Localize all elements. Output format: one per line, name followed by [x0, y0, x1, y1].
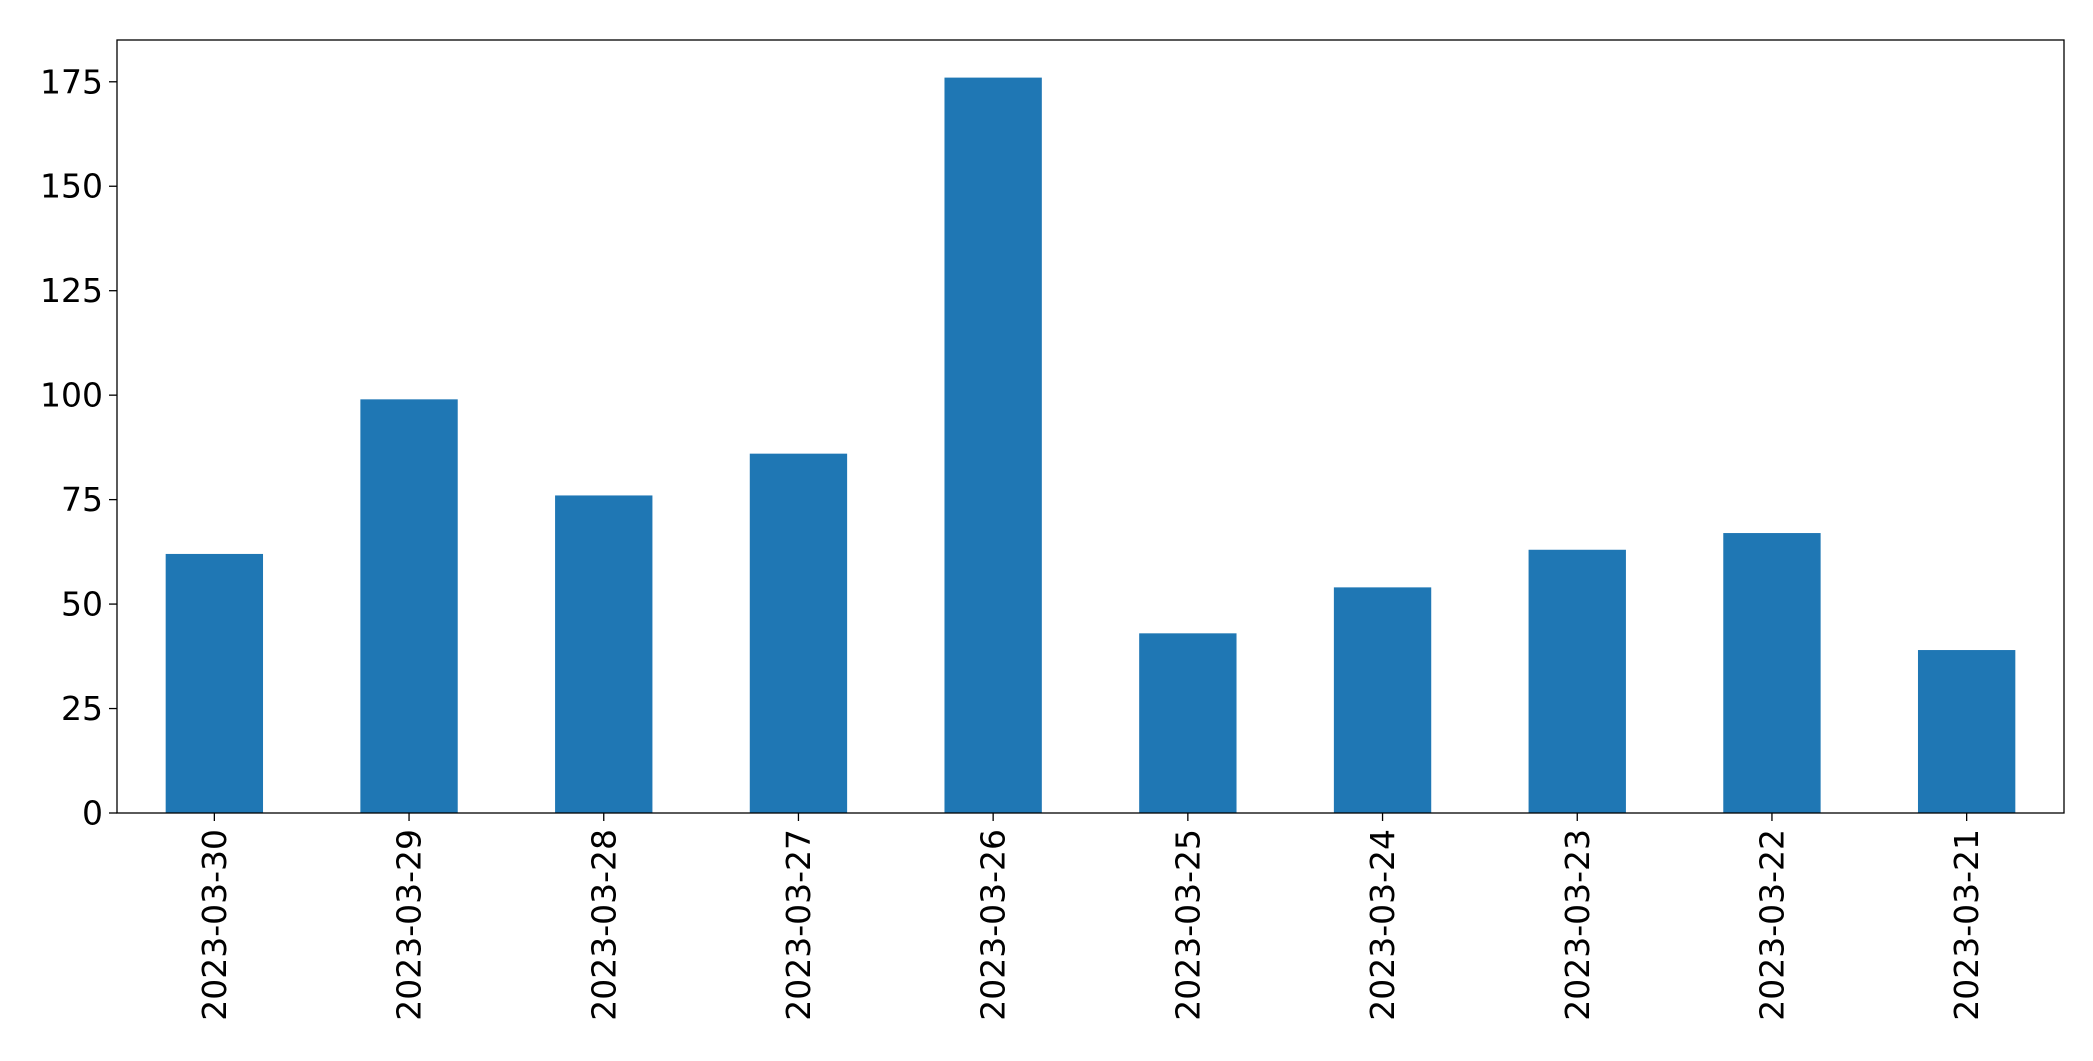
y-tick-label: 50 — [61, 585, 103, 624]
y-tick-label: 150 — [40, 167, 103, 206]
y-tick-label: 75 — [61, 480, 103, 519]
x-tick-label: 2023-03-25 — [1168, 829, 1207, 1021]
plot-frame — [116, 39, 2065, 814]
x-tick-label: 2023-03-22 — [1752, 829, 1791, 1021]
y-tick-label: 25 — [61, 689, 103, 728]
y-tick-label: 125 — [40, 271, 103, 310]
x-tick-label: 2023-03-26 — [974, 829, 1013, 1021]
x-tick-label: 2023-03-27 — [779, 829, 818, 1021]
bar — [555, 495, 653, 813]
x-tick-label: 2023-03-29 — [390, 829, 429, 1021]
bar — [1528, 549, 1626, 813]
bar — [944, 77, 1042, 813]
y-tick-label: 100 — [40, 376, 103, 415]
bar — [749, 453, 848, 813]
x-tick-label: 2023-03-23 — [1558, 829, 1597, 1021]
bar — [360, 399, 458, 813]
x-tick-label: 2023-03-30 — [195, 829, 234, 1021]
bar — [1139, 633, 1237, 813]
y-tick-label: 175 — [40, 62, 103, 101]
bar — [1333, 587, 1432, 813]
x-tick-label: 2023-03-21 — [1947, 829, 1986, 1021]
x-tick-label: 2023-03-24 — [1363, 829, 1402, 1021]
x-tick-label: 2023-03-28 — [584, 829, 623, 1021]
bar — [165, 553, 264, 813]
bar — [1917, 650, 2016, 813]
bar — [1723, 533, 1821, 813]
y-tick-label: 0 — [82, 794, 103, 833]
